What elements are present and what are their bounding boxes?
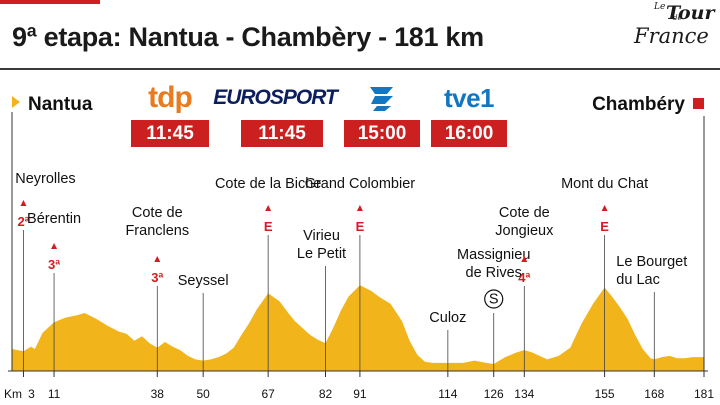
telemadrid-logo (344, 84, 420, 112)
waypoint-label: Neyrolles (15, 171, 75, 187)
broadcaster-tve1: tve1 16:00 (431, 82, 507, 147)
waypoint-11: Le Bourget du Lac (616, 254, 687, 371)
waypoint-label: Grand Colombier (305, 176, 416, 192)
climb-marker-icon (521, 256, 528, 262)
stage-title: 9ª etapa: Nantua - Chambèry - 181 km (12, 22, 484, 52)
waypoint-9: Cote de Jongieux 4ª (495, 205, 554, 371)
climb-category: 4ª (518, 270, 530, 285)
climb-marker-icon (265, 205, 272, 211)
x-tick-label: 155 (595, 387, 615, 401)
tve1-time: 16:00 (431, 120, 507, 147)
x-tick-label: 91 (353, 387, 367, 401)
waypoint-label: Massignieu de Rives (457, 247, 530, 281)
waypoint-3: Seyssel (178, 273, 229, 371)
x-tick-label: 114 (438, 387, 457, 401)
waypoint-label: Bérentin (27, 211, 81, 227)
climb-marker-icon (601, 205, 608, 211)
climb-category: 3ª (151, 270, 163, 285)
waypoint-0: Neyrolles 2ª (15, 171, 76, 371)
waypoint-label: Cote de la Biche (215, 176, 321, 192)
finish-city-label: Chambéry (592, 94, 685, 115)
waypoint-6: Grand Colombier E (305, 176, 416, 371)
climb-category: E (356, 219, 365, 234)
climb-marker-icon (51, 243, 58, 249)
waypoint-4: Cote de la Biche E (215, 176, 321, 371)
waypoint-8: Massignieu de Rives S (457, 247, 530, 371)
eurosport-logo: EUROSPORT (213, 86, 338, 109)
sprint-icon (484, 289, 504, 309)
x-tick-label: 126 (484, 387, 504, 401)
start-marker-icon (12, 96, 20, 108)
waypoint-7: Culoz (429, 310, 466, 371)
x-tick-label: 38 (151, 387, 165, 401)
finish-city: Chambéry (592, 94, 704, 116)
waypoint-label: Cote de Franclens (125, 205, 189, 239)
eurosport-time: 11:45 (241, 120, 323, 147)
x-tick-label: 50 (196, 387, 210, 401)
broadcaster-telemadrid: 15:00 (344, 84, 420, 147)
climb-category: E (264, 219, 273, 234)
climb-marker-icon (20, 200, 27, 206)
tve1-logo: tve1 (443, 82, 495, 113)
start-city-label: Nantua (28, 94, 93, 115)
sprint-label: S (489, 292, 499, 308)
waypoint-label: Cote de Jongieux (495, 205, 554, 239)
tdp-logo: tdp (148, 81, 193, 114)
x-tick-label: 168 (644, 387, 664, 401)
telemadrid-swirl-icon (370, 87, 393, 111)
broadcaster-tdp: tdp 11:45 (131, 81, 209, 147)
waypoint-label: Seyssel (178, 273, 229, 289)
x-tick-label: 134 (514, 387, 534, 401)
header-divider (0, 68, 720, 70)
waypoint-label: Culoz (429, 310, 466, 326)
start-city: Nantua (12, 94, 92, 116)
x-axis-unit-label: Km (4, 387, 22, 401)
broadcaster-eurosport: EUROSPORT 11:45 (213, 84, 338, 147)
x-tick-label: 11 (48, 387, 61, 401)
waypoint-label: Virieu Le Petit (297, 228, 346, 262)
climb-marker-icon (356, 205, 363, 211)
waypoint-label: Le Bourget du Lac (616, 254, 687, 288)
tdp-time: 11:45 (131, 120, 209, 147)
waypoint-5: Virieu Le Petit (297, 228, 346, 371)
waypoint-10: Mont du Chat E (561, 176, 648, 371)
x-tick-label: 67 (261, 387, 275, 401)
waypoint-1: Bérentin 3ª (27, 211, 81, 371)
tour-de-france-logo: Le Tour de France (634, 2, 715, 48)
climb-marker-icon (154, 256, 161, 262)
climb-category: 2ª (17, 214, 29, 229)
waypoint-label: Mont du Chat (561, 176, 648, 192)
telemadrid-time: 15:00 (344, 120, 420, 147)
x-tick-label: 82 (319, 387, 333, 401)
x-tick-label: 3 (28, 387, 35, 401)
profile-area (12, 285, 704, 371)
climb-category: E (600, 219, 609, 234)
x-tick-label: 181 (694, 387, 714, 401)
finish-marker-icon (693, 98, 704, 109)
waypoint-2: Cote de Franclens 3ª (125, 205, 189, 371)
climb-category: 3ª (48, 257, 60, 272)
top-accent-bar (0, 0, 100, 4)
